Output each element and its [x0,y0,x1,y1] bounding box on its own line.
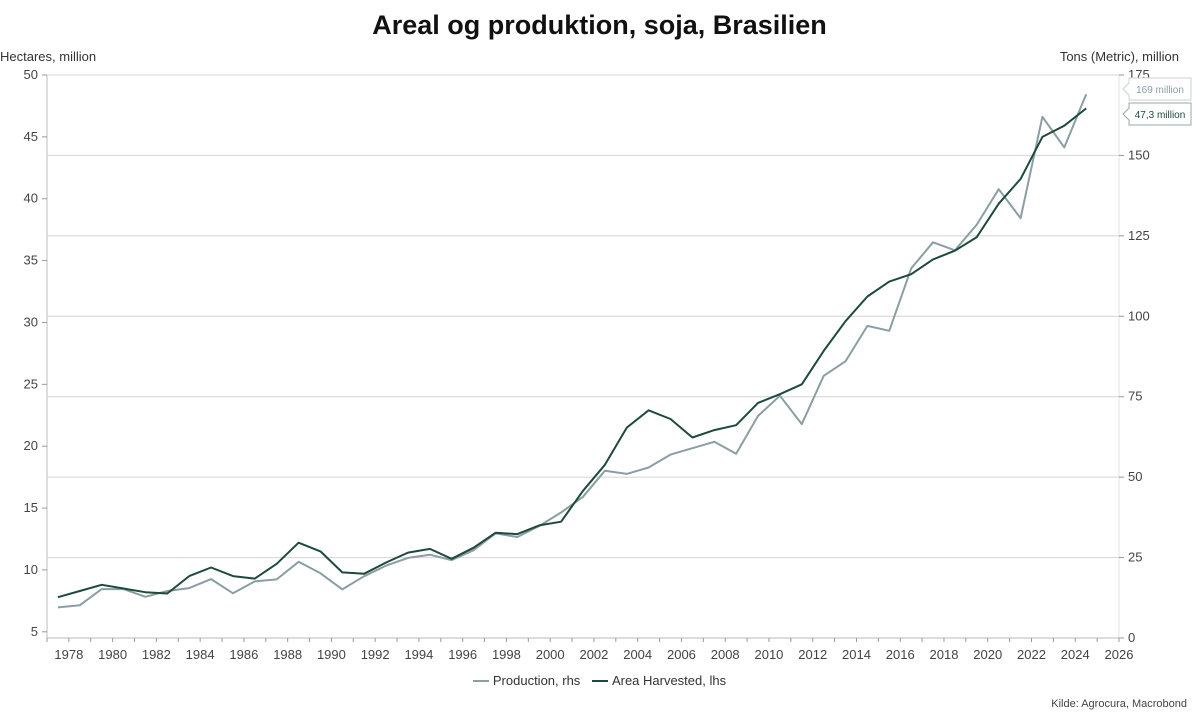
left-axis-ticks: 5 10 15 20 25 30 35 40 45 50 [24,67,47,639]
x-tick-label: 2010 [754,647,783,662]
right-tick-label: 100 [1128,308,1150,323]
x-tick-label: 2008 [711,647,740,662]
right-tick-label: 50 [1128,469,1142,484]
x-tick-label: 1992 [361,647,390,662]
x-tick-label: 1982 [142,647,171,662]
legend: Production, rhs Area Harvested, lhs [0,673,1199,688]
x-axis-ticks: 1978 1980 1982 1984 1986 1988 1990 1992 1994 1996… [46,638,1134,662]
x-tick-label: 1996 [448,647,477,662]
right-axis-label: Tons (Metric), million [1059,49,1179,64]
left-tick-label: 25 [24,376,38,391]
x-tick-label: 1984 [186,647,215,662]
x-tick-label: 2012 [798,647,827,662]
x-tick-label: 2006 [667,647,696,662]
left-axis-label: Hectares, million [0,49,97,64]
x-tick-label: 2020 [973,647,1002,662]
end-label-box [1122,102,1192,126]
right-tick-label: 150 [1128,147,1150,162]
left-tick-label: 15 [24,500,38,515]
end-labels: 169 million 47,3 million [1122,77,1192,126]
chart-title: Areal og produktion, soja, Brasilien [372,10,827,40]
x-tick-label: 1994 [404,647,433,662]
right-tick-label: 75 [1128,389,1142,404]
series-line-area-harvested [57,107,1087,599]
left-tick-label: 35 [24,253,38,268]
left-tick-label: 45 [24,129,38,144]
x-tick-label: 1988 [273,647,302,662]
legend-label-area: Area Harvested, lhs [611,673,727,688]
x-tick-label: 1978 [54,647,83,662]
x-tick-label: 1986 [229,647,258,662]
legend-swatch-area [591,679,608,682]
left-tick-label: 10 [24,562,38,577]
legend-item-production: Production, rhs [472,673,581,688]
x-tick-label: 1980 [98,647,127,662]
legend-swatch-production [472,679,489,682]
legend-label-production: Production, rhs [492,673,581,688]
series-line-production [57,93,1088,609]
x-tick-label: 2002 [579,647,608,662]
end-label-text: 169 million [1136,85,1184,96]
right-tick-label: 25 [1128,550,1142,565]
right-tick-label: 0 [1128,630,1135,645]
left-tick-label: 40 [24,191,38,206]
end-label-area-harvested: 47,3 million [1122,102,1192,126]
right-tick-label: 125 [1128,228,1150,243]
x-tick-label: 2000 [536,647,565,662]
x-tick-label: 1998 [492,647,521,662]
left-tick-label: 50 [24,67,38,82]
x-tick-label: 1990 [317,647,346,662]
x-tick-label: 2016 [886,647,915,662]
grid-lines [46,74,1120,639]
x-tick-label: 2022 [1017,647,1046,662]
x-tick-label: 2004 [623,647,652,662]
series-layer [57,93,1088,609]
end-label-text: 47,3 million [1135,110,1186,121]
x-tick-label: 2018 [930,647,959,662]
x-tick-label: 2026 [1105,647,1134,662]
end-label-production: 169 million [1122,77,1192,101]
legend-item-area: Area Harvested, lhs [591,673,727,688]
left-tick-label: 5 [31,624,38,639]
source-note: Kilde: Agrocura, Macrobond [1051,698,1187,710]
left-tick-label: 20 [24,438,38,453]
left-tick-label: 30 [24,314,38,329]
x-tick-label: 2014 [842,647,871,662]
end-label-box [1122,77,1192,101]
x-tick-label: 2024 [1061,647,1090,662]
